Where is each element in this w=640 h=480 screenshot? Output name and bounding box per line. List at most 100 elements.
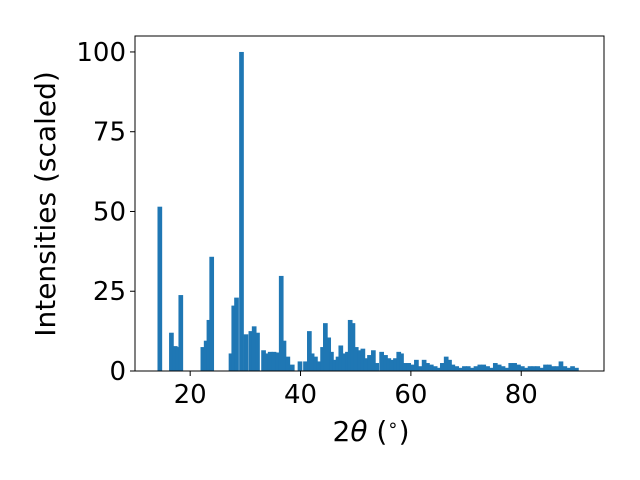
bar: [200, 347, 206, 371]
x-tick-label: 20: [174, 380, 207, 410]
bar: [574, 367, 579, 371]
bar: [178, 295, 184, 371]
y-axis-label: Intensities (scaled): [29, 71, 62, 337]
bar: [399, 353, 404, 371]
bar: [535, 366, 541, 371]
bar: [473, 366, 479, 371]
bar: [251, 326, 257, 371]
bar: [410, 364, 415, 371]
bar: [519, 366, 525, 371]
x-axis-label-theta: θ: [350, 415, 367, 448]
bar: [335, 356, 341, 371]
bar: [454, 366, 460, 371]
bar: [353, 347, 359, 371]
bar: [297, 361, 303, 371]
bar: [462, 366, 467, 371]
x-axis-label-degree: ∘: [387, 415, 398, 436]
bar: [386, 358, 392, 371]
bar: [289, 364, 295, 371]
bar: [281, 340, 287, 371]
bar: [309, 353, 315, 371]
bar: [379, 351, 384, 371]
bar: [360, 348, 366, 371]
x-tick-label: 60: [394, 380, 427, 410]
x-axis-label-part: (: [367, 415, 387, 448]
bar: [465, 366, 471, 371]
bar: [175, 347, 181, 371]
bar: [504, 367, 510, 371]
bar: [371, 350, 376, 371]
bar: [550, 366, 556, 371]
bar: [447, 359, 452, 371]
bar: [275, 352, 281, 371]
bar: [436, 367, 441, 371]
bar: [357, 350, 362, 371]
bar: [320, 347, 325, 371]
bar: [278, 275, 284, 371]
bar: [248, 331, 254, 371]
x-tick-label: 40: [284, 380, 317, 410]
bar: [496, 364, 502, 371]
bar: [172, 346, 178, 371]
x-axis-label: 2θ (∘): [332, 415, 409, 448]
y-tick-label: 0: [109, 357, 126, 387]
bar: [516, 364, 521, 371]
bar: [285, 356, 291, 371]
bars-group: [157, 51, 579, 371]
bar: [303, 361, 308, 371]
bar: [527, 366, 533, 371]
bar: [558, 361, 564, 371]
bar: [500, 366, 506, 371]
bar: [316, 361, 322, 371]
bar: [307, 331, 312, 371]
bar: [341, 353, 347, 371]
x-axis-label-part: ): [399, 415, 410, 448]
bar: [566, 367, 572, 371]
bar: [443, 356, 449, 371]
bar: [267, 351, 273, 371]
y-tick-label: 75: [93, 118, 126, 148]
bar: [492, 363, 498, 371]
y-tick-label: 25: [93, 277, 126, 307]
bar: [531, 366, 537, 371]
bar: [243, 334, 249, 371]
bar: [206, 319, 212, 371]
bar: [508, 363, 514, 371]
bar: [234, 297, 239, 371]
bar: [326, 337, 332, 371]
bar: [469, 367, 475, 371]
bar: [239, 51, 244, 371]
bar: [439, 363, 445, 371]
bar: [329, 351, 334, 371]
bar: [209, 256, 215, 371]
bar: [393, 358, 398, 371]
bar: [374, 363, 380, 371]
bar: [157, 206, 163, 371]
bar: [389, 359, 395, 371]
bar: [481, 364, 487, 371]
bar: [169, 332, 174, 371]
x-tick-label: 80: [505, 380, 538, 410]
bar: [562, 366, 568, 371]
bar: [228, 353, 234, 371]
bar: [432, 366, 438, 371]
bar: [383, 355, 388, 371]
bar: [263, 353, 269, 371]
y-tick-label: 50: [93, 197, 126, 227]
bar: [363, 358, 369, 371]
bar: [203, 340, 209, 371]
bar: [512, 363, 517, 371]
bar: [350, 323, 356, 371]
bar: [231, 305, 237, 371]
x-axis-label-part: 2: [332, 415, 350, 448]
bar: [396, 351, 402, 371]
bar: [523, 367, 529, 371]
bar: [489, 367, 494, 371]
bar: [458, 367, 463, 371]
bar: [261, 350, 266, 371]
y-tick-label: 100: [76, 38, 126, 68]
bar: [271, 351, 277, 371]
bar: [338, 345, 344, 371]
bar: [414, 359, 419, 371]
